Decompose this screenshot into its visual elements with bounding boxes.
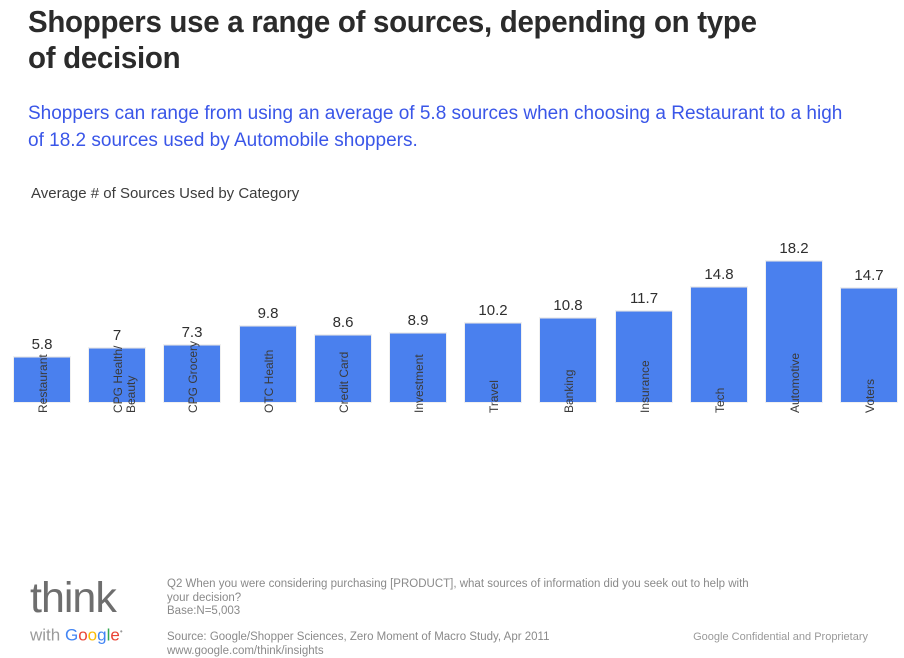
bar: [766, 261, 822, 402]
bar-column: 8.9: [390, 225, 446, 402]
think-with-google-logo: think with Google•: [30, 577, 160, 646]
page-subtitle: Shoppers can range from using an average…: [28, 103, 843, 151]
bar: [691, 287, 747, 402]
x-axis-tick-label: Tech: [713, 387, 727, 413]
slide-footer: think with Google• Q2 When you were cons…: [0, 565, 904, 658]
footnote-question-block: Q2 When you were considering purchasing …: [167, 578, 767, 619]
logo-with-word: with: [30, 625, 61, 645]
x-axis-tick-label: Automotive: [788, 352, 802, 413]
bar-value-label: 9.8: [257, 305, 279, 323]
page-title: Shoppers use a range of sources, dependi…: [28, 4, 757, 75]
logo-with-google-text: with Google•: [30, 622, 160, 646]
bar: [89, 347, 145, 402]
bar-chart: 5.8 Restaurant 7 CPG Health/ Beauty 7.3 CPG G…: [0, 225, 904, 515]
bar-value-label: 14.8: [704, 266, 734, 284]
bar: [616, 311, 672, 402]
bar-value-label: 11.7: [629, 290, 659, 308]
bar-column: 9.8: [240, 225, 296, 402]
bar: [841, 288, 897, 402]
x-axis-tick-label: CPG Grocery: [186, 340, 200, 413]
logo-think-text: think: [30, 574, 117, 622]
footnote-question: Q2 When you were considering purchasing …: [167, 578, 749, 604]
bar-column: 11.7: [616, 225, 672, 402]
x-axis-tick-label: Investment: [412, 354, 426, 413]
x-axis-tick-label: Restaurant: [36, 354, 50, 413]
chart-plot-area: 5.8 Restaurant 7 CPG Health/ Beauty 7.3 CPG G…: [14, 225, 897, 413]
bar: [315, 335, 371, 402]
confidential-notice: Google Confidential and Proprietary: [693, 631, 868, 643]
logo-trademark-icon: •: [119, 627, 123, 636]
x-axis-tick-label: Credit Card: [337, 351, 351, 413]
bar-column: 14.7: [841, 225, 897, 402]
bar-value-label: 10.8: [553, 297, 583, 315]
footnote-source: Source: Google/Shopper Sciences, Zero Mo…: [167, 631, 550, 643]
bar: [390, 333, 446, 402]
x-axis-tick-label: Banking: [562, 369, 576, 413]
bar: [164, 345, 220, 402]
bar-column: 10.2: [465, 225, 521, 402]
bar: [14, 357, 70, 402]
bar: [465, 322, 521, 402]
bar: [540, 318, 596, 402]
bar-column: 7.3: [164, 225, 220, 402]
bar-value-label: 14.7: [854, 267, 884, 285]
bar: [240, 326, 296, 402]
bar-value-label: 8.9: [407, 312, 429, 330]
logo-google-word: Google: [64, 625, 120, 645]
x-axis-tick-label: Voters: [863, 378, 877, 413]
x-axis-tick-label: OTC Health: [262, 349, 276, 413]
bar-value-label: 18.2: [779, 240, 809, 257]
x-axis-tick-label: CPG Health/ Beauty: [111, 345, 138, 413]
footnote-source-block: Source: Google/Shopper Sciences, Zero Mo…: [167, 631, 687, 658]
chart-title: Average # of Sources Used by Category: [31, 185, 300, 202]
bar-column: 8.6: [315, 225, 371, 402]
bar-value-label: 7: [112, 326, 122, 344]
x-axis-tick-label: Insurance: [638, 360, 652, 413]
bar-column: 18.2: [766, 225, 822, 402]
bar-value-label: 5.8: [31, 336, 53, 354]
bar-value-label: 8.6: [332, 314, 354, 332]
bar-value-label: 10.2: [478, 301, 508, 319]
bar-column: 7: [89, 225, 145, 402]
bar-column: 5.8: [14, 225, 70, 402]
bar-column: 10.8: [540, 225, 596, 402]
bar-column: 14.8: [691, 225, 747, 402]
footnote-base: Base:N=5,003: [167, 605, 241, 617]
bar-value-label: 7.3: [181, 324, 203, 342]
footnote-url: www.google.com/think/insights: [167, 644, 324, 657]
x-axis-tick-label: Travel: [487, 380, 501, 413]
